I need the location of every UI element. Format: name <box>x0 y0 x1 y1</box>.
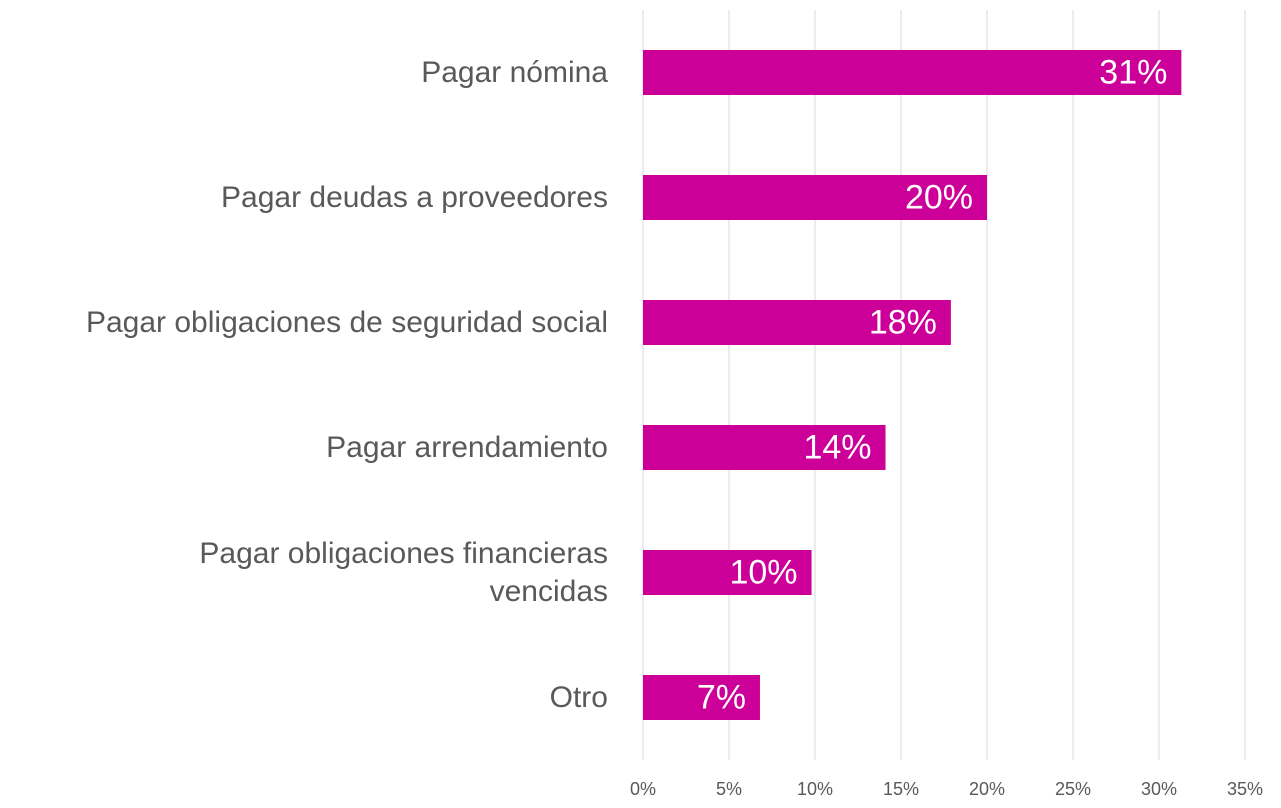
category-label: Pagar obligaciones financieras vencidas <box>199 536 608 608</box>
bar <box>643 175 987 220</box>
value-label: 31% <box>1099 53 1167 91</box>
value-label: 20% <box>905 178 973 216</box>
x-tick-label: 35% <box>1227 779 1263 799</box>
value-label: 7% <box>697 678 746 716</box>
category-label: Pagar nómina <box>421 55 608 89</box>
bar <box>643 50 1182 95</box>
bar <box>643 675 760 720</box>
value-label: 18% <box>869 303 937 341</box>
bar <box>643 550 812 595</box>
x-tick-label: 15% <box>883 779 919 799</box>
value-label: 10% <box>729 553 797 591</box>
category-label: Pagar obligaciones de seguridad social <box>85 305 608 339</box>
x-tick-label: 5% <box>716 779 742 799</box>
x-tick-label: 25% <box>1055 779 1091 799</box>
value-label: 14% <box>803 428 871 466</box>
x-tick-label: 0% <box>630 779 656 799</box>
category-label: Otro <box>549 680 608 714</box>
bar <box>643 300 951 345</box>
x-tick-label: 10% <box>797 779 833 799</box>
x-tick-label: 20% <box>969 779 1005 799</box>
x-tick-label: 30% <box>1141 779 1177 799</box>
category-label: Pagar deudas a proveedores <box>221 180 608 214</box>
category-label: Pagar arrendamiento <box>326 430 608 464</box>
bar <box>643 425 886 470</box>
